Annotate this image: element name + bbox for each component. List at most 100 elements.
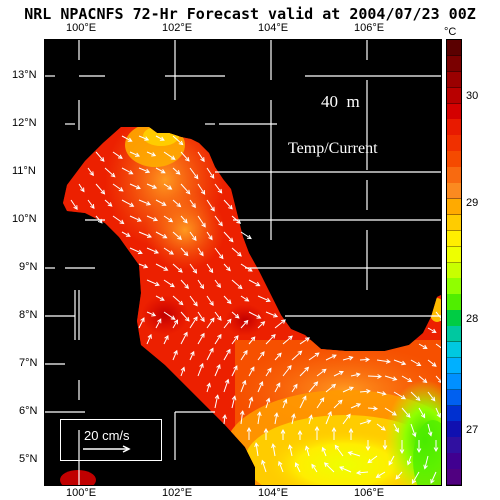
current-vector-head <box>422 378 428 384</box>
current-vector-head <box>226 348 231 354</box>
current-vector-head <box>248 396 254 402</box>
colorbar-swatch <box>447 87 461 105</box>
current-vector <box>112 183 124 192</box>
current-vector <box>138 317 145 329</box>
lat-label-7: 7°N <box>19 357 38 369</box>
current-vector-head <box>168 217 174 223</box>
lon-label-bottom-100: 100°E <box>66 487 97 499</box>
current-vector-head <box>208 268 214 274</box>
current-vector-head <box>339 466 345 471</box>
current-vector-head <box>327 411 332 416</box>
current-vector-head <box>209 347 214 353</box>
current-vector-head <box>415 396 421 402</box>
current-vector-head <box>250 366 255 372</box>
colorbar-tick-27: 27 <box>466 424 479 436</box>
current-vector-head <box>208 235 213 241</box>
current-vector-head <box>411 432 417 438</box>
current-vector <box>172 167 181 175</box>
current-vector-head <box>243 319 249 325</box>
map-title: NRL NPACNFS 72-Hr Forecast valid at 2004… <box>24 5 476 23</box>
current-vector <box>146 183 157 189</box>
current-vector-head <box>392 376 398 381</box>
current-vector <box>367 455 378 464</box>
current-vector <box>155 295 165 301</box>
colorbar-swatch <box>447 357 461 375</box>
current-vector <box>359 358 370 361</box>
lon-label-bottom-102: 102°E <box>162 487 193 499</box>
current-vector <box>393 423 399 433</box>
current-vector <box>189 316 198 329</box>
lat-label-6: 6°N <box>19 405 38 417</box>
colorbar-swatch <box>447 373 461 391</box>
current-vector-head <box>394 427 399 433</box>
current-vector-head <box>173 319 179 325</box>
current-vector <box>359 390 370 393</box>
colorbar-swatch <box>447 246 461 263</box>
current-vector <box>180 215 188 224</box>
current-vector-head <box>89 171 94 177</box>
current-vector-head <box>367 458 373 464</box>
current-vector <box>401 375 412 382</box>
current-vector <box>325 384 336 393</box>
current-vector <box>350 403 361 409</box>
current-vector <box>155 135 165 141</box>
current-vector-head <box>313 381 319 387</box>
current-vector <box>248 311 261 319</box>
current-vector <box>223 231 234 242</box>
current-vector-head <box>294 462 300 468</box>
current-vector <box>305 446 310 457</box>
current-vector <box>257 351 265 361</box>
current-vector <box>146 215 158 221</box>
current-vector-head <box>90 204 95 209</box>
current-vector <box>206 263 214 273</box>
current-vector-head <box>280 428 286 434</box>
current-vector <box>255 443 259 457</box>
current-vector <box>223 263 231 271</box>
current-vector <box>430 471 437 484</box>
current-vector <box>299 367 309 377</box>
current-vector <box>214 334 222 345</box>
current-vector <box>274 413 278 425</box>
current-vector <box>197 279 204 289</box>
current-vector-head <box>160 169 166 174</box>
current-vector-head <box>176 202 182 208</box>
current-vector <box>155 167 166 174</box>
current-vector-head <box>200 189 206 195</box>
current-vector-head <box>177 235 182 240</box>
current-vector <box>180 311 190 322</box>
current-vector-head <box>302 395 307 401</box>
current-vector-head <box>276 382 281 388</box>
current-vector-head <box>277 352 282 358</box>
current-vector <box>87 167 94 176</box>
current-vector <box>265 334 276 345</box>
current-vector-head <box>231 395 237 401</box>
current-vectors <box>70 135 441 485</box>
current-vector-head <box>226 299 232 305</box>
current-vector-head <box>241 379 247 385</box>
current-vector-head <box>177 268 183 273</box>
current-vector-head <box>385 359 391 364</box>
current-vector-head <box>210 317 215 323</box>
current-vector-head <box>200 317 205 323</box>
current-vector <box>418 407 426 418</box>
current-vector-head <box>256 411 262 417</box>
colorbar-swatch <box>447 278 461 295</box>
current-vector <box>291 350 302 361</box>
current-vector <box>240 231 252 240</box>
colorbar-tick-28: 28 <box>466 313 479 325</box>
current-vector <box>206 167 215 179</box>
current-vector-head <box>265 297 271 302</box>
current-vector-head <box>145 168 151 174</box>
current-vector-head <box>170 155 176 160</box>
current-vector-head <box>267 367 272 373</box>
current-vector-head <box>224 378 230 384</box>
current-vector-head <box>173 349 178 355</box>
colorbar-swatch <box>447 71 461 89</box>
current-vector <box>172 295 184 305</box>
current-vector <box>359 420 371 425</box>
current-vector <box>388 455 395 466</box>
vector-scale-legend: 20 cm/s <box>60 419 162 461</box>
current-vector-head <box>216 283 222 289</box>
current-vector-head <box>216 364 221 369</box>
current-vector <box>163 151 176 160</box>
